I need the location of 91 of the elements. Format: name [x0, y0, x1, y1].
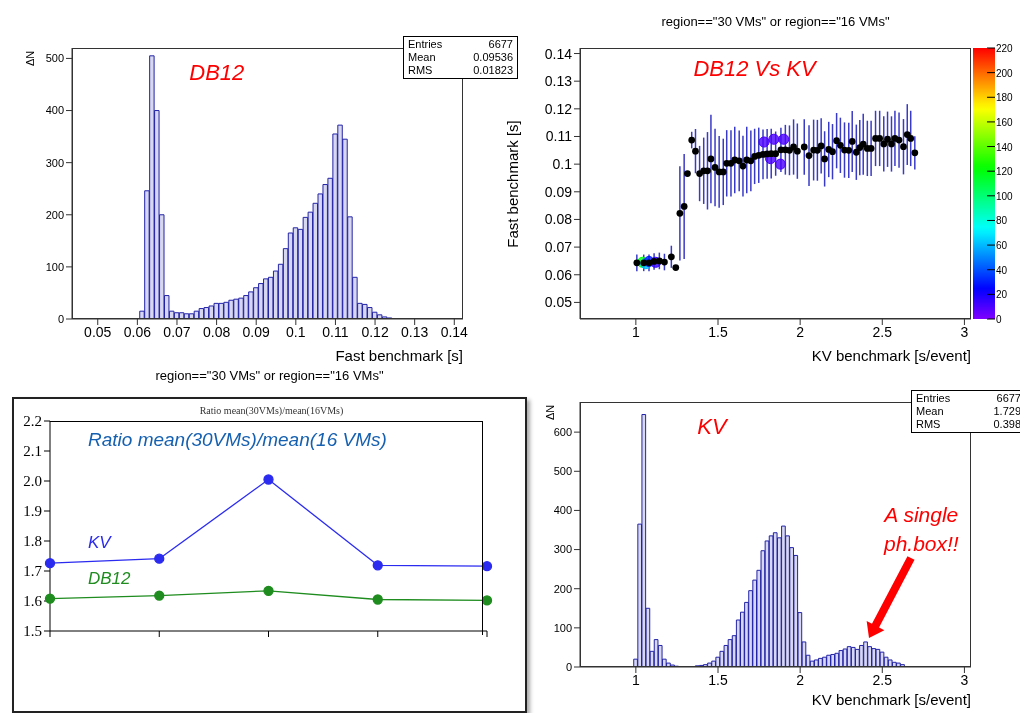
x-tick-label: 1.5 [708, 671, 728, 688]
x-tick-label: 0.1 [286, 323, 306, 340]
series-label: DB12 [88, 568, 131, 589]
y-tick-label: 300 [45, 156, 64, 169]
annotation: RMS [408, 64, 433, 77]
y-axis-title: ΔN [544, 404, 556, 420]
x-tick-label: 2.5 [872, 671, 893, 688]
y-tick-label: 1.8 [23, 533, 42, 550]
y-tick-label: 0 [57, 312, 64, 325]
y-tick-label: 2.2 [23, 413, 42, 430]
color-bar-label: 40 [996, 264, 1008, 276]
color-bar-label: 20 [996, 289, 1008, 301]
x-tick-label: 0.12 [361, 323, 389, 340]
x-tick-label: 0.05 [84, 323, 112, 340]
text: 0.398 [993, 418, 1020, 431]
x-tick-label: 3 [960, 323, 969, 340]
color-bar-label: 180 [996, 92, 1014, 104]
color-bar-label: 200 [996, 67, 1014, 79]
chart-title: Ratio mean(30VMs)/mean(16VMs) [199, 405, 344, 416]
y-tick-label: 0.08 [544, 211, 573, 228]
x-tick-label: 0.09 [242, 323, 271, 340]
x-tick-label: 1 [631, 671, 640, 688]
y-tick-label: 1.6 [23, 593, 43, 610]
y-tick-label: 1.7 [23, 563, 43, 580]
y-tick-label: 0.05 [544, 294, 573, 311]
y-tick-label: 200 [553, 582, 572, 595]
x-tick-label: 0.06 [123, 323, 152, 340]
y-tick-label: 600 [553, 426, 572, 439]
y-tick-label: 2.1 [23, 443, 42, 460]
annotation: DB12 Vs KV [693, 56, 816, 82]
annotation: Entries [916, 392, 951, 405]
y-tick-label: 0.1 [552, 156, 573, 173]
y-tick-label: 300 [553, 543, 572, 556]
text: 0.09536 [473, 51, 513, 64]
y-tick-label: 500 [45, 52, 64, 65]
color-bar-label: 220 [996, 43, 1014, 54]
y-tick-label: 100 [45, 260, 64, 273]
text: 6677 [488, 38, 513, 51]
chart-title: region=="30 VMs" or region=="16 VMs" [660, 14, 891, 29]
color-bar-label: 60 [996, 240, 1008, 252]
y-axis-title: ΔN [24, 50, 36, 66]
y-tick-label: 0.14 [544, 45, 573, 62]
series-label: KV [88, 533, 111, 554]
x-tick-label: 2 [796, 671, 805, 688]
y-tick-label: 0.09 [544, 183, 573, 200]
y-tick-label: 1.5 [23, 623, 42, 640]
y-tick-label: 0.13 [544, 73, 573, 90]
y-tick-label: 400 [553, 504, 572, 517]
x-tick-label: 2 [796, 323, 805, 340]
y-tick-label: 400 [45, 104, 64, 117]
y-tick-label: 0.11 [545, 128, 573, 145]
y-tick-label: 0.06 [544, 266, 573, 283]
text: 0.01823 [473, 64, 513, 77]
annotation: RMS [916, 418, 941, 431]
annotation: Ratio mean(30VMs)/mean(16 VMs) [88, 429, 387, 451]
x-tick-label: 1.5 [708, 323, 728, 340]
color-bar-label: 80 [996, 215, 1008, 227]
annotation: Mean [408, 51, 436, 64]
y-tick-label: 0.12 [544, 100, 573, 117]
color-bar-label: 140 [996, 141, 1014, 153]
y-axis-title: Fast benchmark [s] [503, 119, 521, 248]
x-tick-label: 2.5 [872, 323, 893, 340]
color-bar-label: 100 [996, 190, 1014, 202]
x-tick-label: 0.07 [163, 323, 191, 340]
y-tick-label: 500 [553, 465, 572, 478]
text: 1.729 [993, 405, 1020, 418]
annotation: Mean [916, 405, 944, 418]
y-tick-label: 100 [553, 621, 572, 634]
x-axis-title: KV benchmark [s/event] [811, 347, 971, 364]
annotation: KV [697, 414, 727, 440]
x-tick-label: 1 [631, 323, 640, 340]
x-tick-label: 0.14 [440, 323, 469, 340]
y-tick-label: 2.0 [23, 473, 42, 490]
x-tick-label: 0.08 [202, 323, 231, 340]
annotation: Entries [408, 38, 443, 51]
y-tick-label: 1.9 [23, 503, 42, 520]
text: 6677 [996, 392, 1020, 405]
y-tick-label: 200 [45, 208, 64, 221]
x-tick-label: 0.11 [322, 323, 349, 340]
annotation: A single ph.box!! [882, 501, 960, 557]
x-tick-label: 3 [960, 671, 969, 688]
color-bar-label: 120 [996, 166, 1014, 178]
y-tick-label: 0 [565, 660, 572, 673]
x-tick-label: 0.13 [401, 323, 429, 340]
color-bar-label: 160 [996, 116, 1014, 128]
x-axis-title: KV benchmark [s/event] [811, 691, 971, 708]
chart-subtitle: region=="30 VMs" or region=="16 VMs" [154, 368, 385, 383]
x-axis-title: Fast benchmark [s] [335, 347, 463, 364]
annotation: DB12 [189, 60, 245, 86]
y-tick-label: 0.07 [544, 239, 573, 256]
color-bar-label: 0 [996, 314, 1002, 325]
